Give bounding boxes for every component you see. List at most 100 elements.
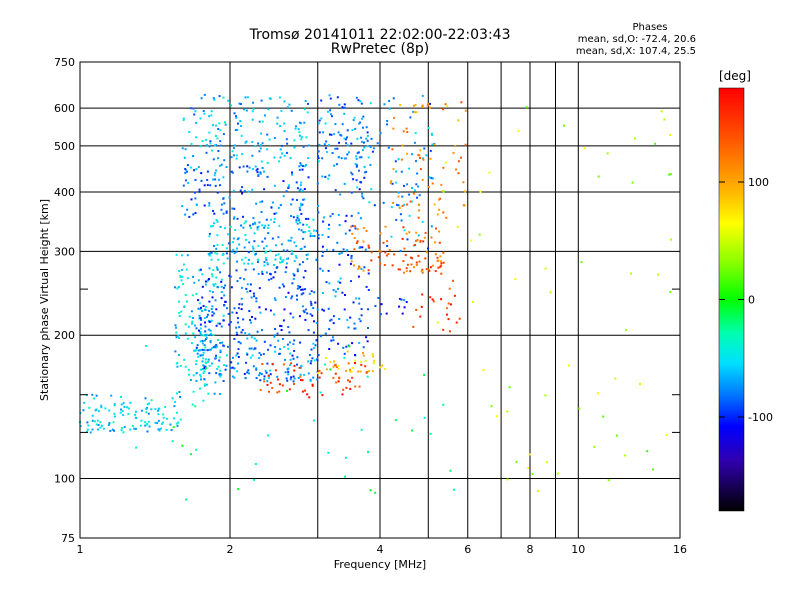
- data-point: [334, 290, 337, 293]
- data-point: [202, 357, 205, 360]
- data-point: [192, 275, 194, 278]
- data-point: [292, 380, 295, 383]
- data-point: [309, 232, 312, 235]
- data-point: [315, 339, 318, 342]
- data-point: [365, 137, 368, 140]
- data-point: [506, 478, 509, 481]
- data-point: [321, 269, 324, 272]
- data-point: [315, 229, 318, 232]
- data-point: [231, 171, 234, 174]
- data-point: [328, 282, 331, 285]
- data-point: [255, 202, 258, 205]
- data-point: [385, 254, 388, 257]
- data-point: [218, 95, 221, 98]
- data-point: [213, 245, 215, 247]
- data-point: [266, 383, 269, 386]
- data-point: [287, 239, 290, 242]
- data-point: [356, 152, 359, 155]
- data-point: [204, 138, 207, 141]
- data-point: [205, 383, 208, 386]
- data-point: [208, 300, 211, 303]
- data-point: [233, 252, 236, 255]
- data-point: [208, 115, 211, 118]
- data-point: [631, 181, 634, 184]
- data-point: [392, 127, 395, 130]
- data-point: [427, 247, 429, 250]
- data-point: [310, 302, 313, 305]
- data-point: [313, 359, 316, 362]
- data-point: [211, 273, 213, 276]
- data-point: [346, 319, 349, 321]
- data-point: [360, 428, 363, 431]
- data-point: [327, 269, 330, 272]
- data-point: [350, 225, 353, 228]
- data-point: [237, 307, 240, 310]
- data-point: [231, 366, 234, 369]
- data-point: [300, 202, 303, 205]
- data-point: [333, 364, 336, 367]
- data-point: [192, 213, 195, 216]
- data-point: [256, 228, 259, 231]
- data-point: [302, 309, 305, 312]
- data-point: [170, 429, 173, 431]
- data-point: [215, 324, 218, 327]
- data-point: [309, 313, 312, 316]
- data-point: [222, 197, 225, 200]
- data-point: [298, 189, 301, 192]
- data-point: [431, 182, 434, 185]
- data-point: [199, 117, 202, 120]
- data-point: [273, 221, 276, 224]
- data-point: [210, 114, 213, 117]
- data-point: [204, 317, 207, 319]
- data-point: [242, 215, 244, 218]
- data-point: [237, 122, 239, 125]
- data-point: [203, 204, 206, 207]
- data-point: [403, 271, 405, 274]
- data-point: [421, 271, 424, 274]
- data-point: [457, 160, 460, 163]
- data-point: [366, 145, 369, 148]
- data-point: [249, 319, 252, 322]
- data-point: [440, 183, 443, 186]
- data-point: [296, 187, 299, 190]
- data-point: [398, 305, 401, 308]
- data-point: [338, 224, 341, 227]
- data-point: [639, 383, 641, 385]
- data-point: [253, 295, 256, 298]
- data-point: [238, 243, 241, 246]
- data-point: [337, 131, 340, 134]
- data-point: [133, 427, 136, 430]
- data-point: [86, 421, 89, 424]
- data-point: [263, 114, 266, 117]
- data-point: [275, 254, 278, 257]
- data-point: [263, 340, 266, 343]
- data-point: [232, 248, 235, 251]
- data-point: [268, 390, 270, 393]
- data-point: [254, 165, 257, 168]
- data-point: [171, 440, 174, 443]
- data-point: [278, 224, 281, 227]
- data-point: [83, 401, 86, 404]
- data-point: [219, 342, 222, 344]
- data-point: [212, 158, 215, 161]
- data-point: [241, 329, 244, 331]
- data-point: [299, 373, 302, 376]
- data-point: [219, 375, 222, 378]
- data-point: [310, 304, 313, 307]
- data-point: [301, 165, 304, 167]
- data-point: [293, 383, 295, 385]
- data-point: [111, 428, 114, 431]
- data-point: [220, 280, 223, 283]
- data-point: [346, 144, 349, 147]
- data-point: [242, 226, 245, 229]
- data-point: [366, 134, 369, 137]
- data-point: [109, 429, 112, 432]
- data-point: [419, 157, 422, 159]
- data-point: [250, 336, 253, 339]
- data-point: [437, 266, 440, 269]
- data-point: [324, 122, 327, 125]
- data-point: [436, 256, 439, 259]
- data-point: [431, 298, 434, 301]
- data-point: [415, 263, 418, 266]
- data-point: [273, 264, 275, 266]
